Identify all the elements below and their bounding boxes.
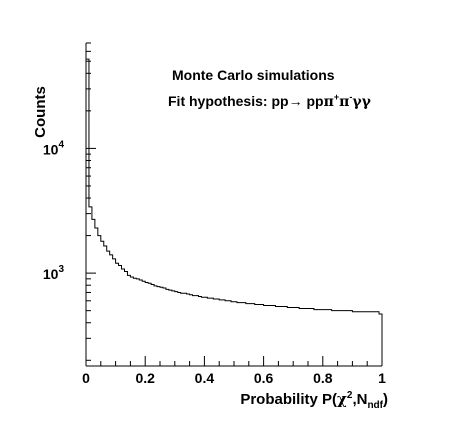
x-tick-label: 1	[378, 370, 386, 386]
y-axis-label: Counts	[32, 86, 49, 138]
annotation-fit-hypothesis: Fit hypothesis: pp→ ppπ+π-γγ	[168, 92, 372, 110]
histogram-series	[85, 58, 383, 366]
x-tick-label: 0.2	[135, 370, 155, 386]
x-axis-label: Probability P(χ2,Nndf)	[240, 390, 388, 411]
x-tick-label: 0.6	[254, 370, 274, 386]
y-tick-label: 104	[43, 139, 65, 157]
plot-area: 0 0.2 0.4 0.6 0.8 1 103 104	[43, 42, 386, 386]
x-tick-label: 0.8	[313, 370, 333, 386]
x-tick-label: 0.4	[195, 370, 215, 386]
x-tick-label: 0	[82, 370, 90, 386]
y-tick-label: 103	[43, 264, 65, 282]
annotation-monte-carlo: Monte Carlo simulations	[172, 67, 335, 83]
